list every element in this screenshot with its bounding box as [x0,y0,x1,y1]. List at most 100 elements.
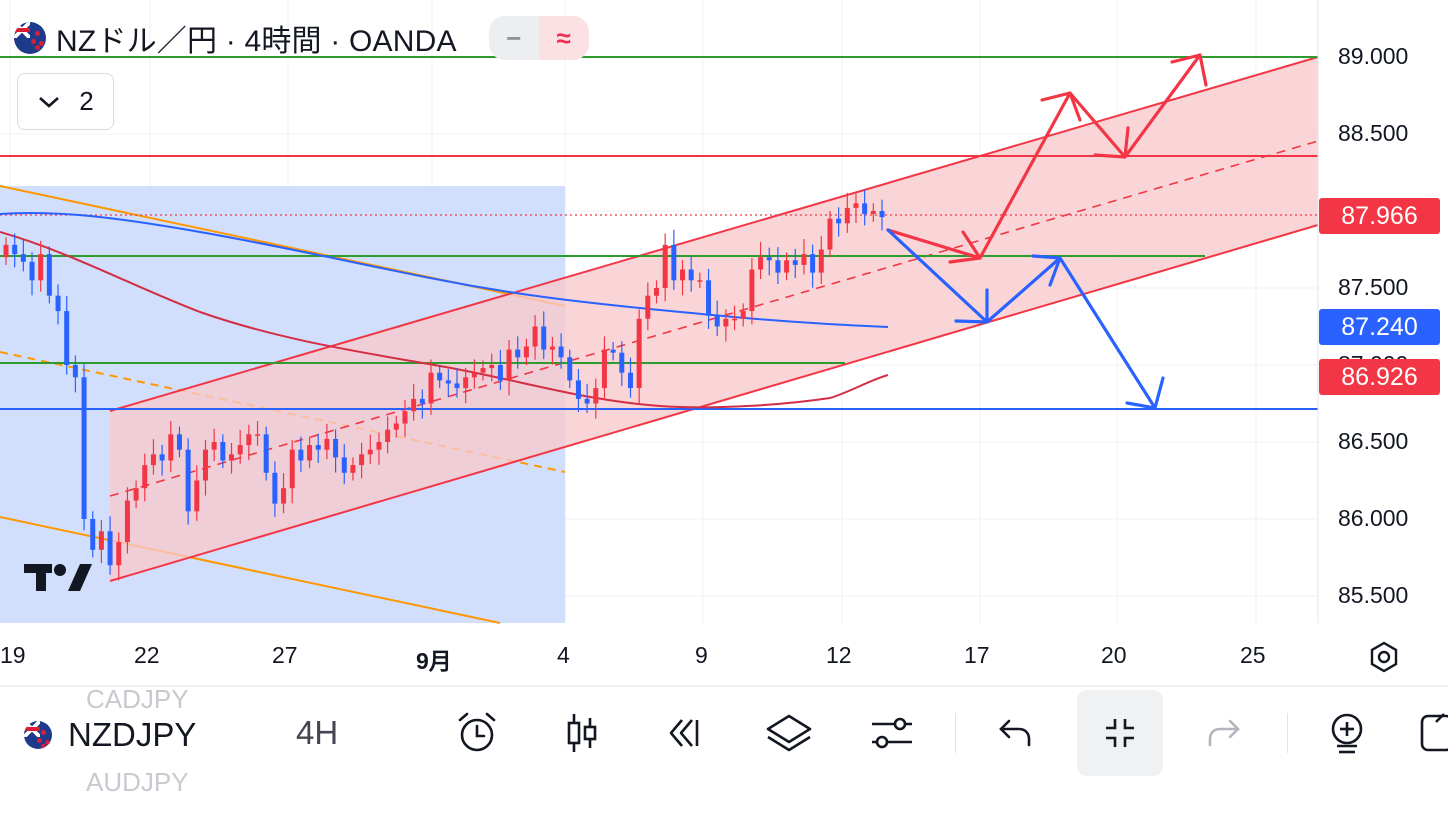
candle-body [619,352,625,373]
hide-series-button[interactable]: − [488,16,539,60]
candle-body [593,388,599,404]
symbol-selector[interactable]: NZDJPY [24,716,196,754]
candle-body [150,454,156,466]
toolbar-separator [1287,713,1288,753]
candle-body [506,349,512,381]
chart-area[interactable]: NZドル／円 · 4時間 · OANDA − ≈ 2 89.000 88.500 8… [0,0,1448,690]
time-axis-label: 12 [826,642,852,668]
candle-body [645,295,651,319]
red-scenario-arrows [886,53,1208,264]
price-axis-label: 85.500 [1338,582,1409,608]
candle-body [341,457,347,473]
candle-body [55,295,61,312]
candle-body [706,280,712,316]
ghost-symbol-above: CADJPY [86,684,189,714]
chart-canvas[interactable] [0,0,1448,690]
price-axis-label: 87.500 [1338,274,1409,300]
candle-body [775,260,781,273]
add-indicator-button[interactable] [1304,690,1390,776]
candle-body [29,261,35,281]
candle-body [723,318,729,327]
price-tag: 87.240 [1319,309,1440,345]
candle-body [818,249,824,273]
candle-body [437,372,443,381]
bottom-toolbar: CADJPY AUDJPY [0,684,1448,815]
chevron-down-icon [39,96,60,108]
candle-body [289,449,295,489]
candle-body [523,346,529,358]
candle-body [419,398,425,404]
candle-body [333,438,339,458]
candle-body [393,423,399,430]
indicators-toggle-button[interactable]: 2 [17,73,114,130]
candle-body [610,349,616,353]
replay-button[interactable] [641,690,727,776]
candle-body [558,346,564,358]
time-axis-label: 20 [1101,642,1127,668]
candle-body [714,315,720,327]
time-axis-label: 27 [272,642,298,668]
undo-button[interactable] [972,690,1058,776]
candle-body [81,377,87,519]
candle-body [758,257,764,270]
candle-body [20,254,26,262]
candle-body [810,254,816,273]
chart-settings-icon[interactable] [1367,640,1401,674]
candle-body [870,211,876,215]
interval-selector[interactable]: 4H [296,714,339,751]
time-axis-label: 4 [557,642,570,668]
candles-icon [567,714,597,752]
tradingview-logo-icon [24,564,92,591]
layers-button[interactable] [746,690,832,776]
settings-button[interactable] [849,690,935,776]
candle-body [697,280,703,282]
price-axis-label: 86.000 [1338,505,1409,531]
candlestick-series [3,190,885,581]
candle-body [827,218,833,250]
time-axis-label: 25 [1240,642,1266,668]
indicators-count: 2 [79,86,94,116]
chart-legend: NZドル／円 · 4時間 · OANDA − ≈ [14,16,589,60]
candle-body [445,380,451,384]
blue-moving-average [0,211,889,328]
candle-body [601,349,607,389]
candle-body [402,411,408,424]
collapse-icon [1106,719,1134,747]
candle-body [176,434,182,450]
candle-body [662,244,668,288]
collapse-button[interactable] [1077,690,1163,776]
candle-body [784,260,790,273]
alert-button[interactable] [434,690,520,776]
candle-body [879,211,885,218]
candle-body [376,442,382,450]
candle-body [532,326,538,347]
chart-type-button[interactable] [539,690,625,776]
price-axis-label: 88.500 [1338,120,1409,146]
sidebar-button[interactable] [1410,690,1448,776]
candle-body [584,398,590,404]
candle-body [636,318,642,389]
candle-body [272,472,278,504]
candle-body [159,454,165,461]
candle-body [124,500,130,543]
time-axis-label: 22 [134,642,160,668]
candle-body [567,357,573,381]
symbol-title[interactable]: NZドル／円 · 4時間 · OANDA [56,25,457,58]
candle-body [463,377,469,389]
candle-body [489,365,495,369]
candle-body [541,326,547,350]
candle-body [844,207,850,224]
candle-body [255,434,261,436]
candle-body [680,269,686,281]
sliders-icon [872,717,912,749]
candle-body [411,398,417,412]
layers-icon [766,714,812,752]
candle-body [168,434,174,461]
candle-body [38,254,44,281]
trend-approx-button[interactable]: ≈ [538,16,589,60]
redo-button[interactable] [1181,690,1267,776]
candle-body [263,434,269,473]
candle-body [107,531,113,566]
candle-body [792,260,798,265]
candle-body [298,449,304,461]
